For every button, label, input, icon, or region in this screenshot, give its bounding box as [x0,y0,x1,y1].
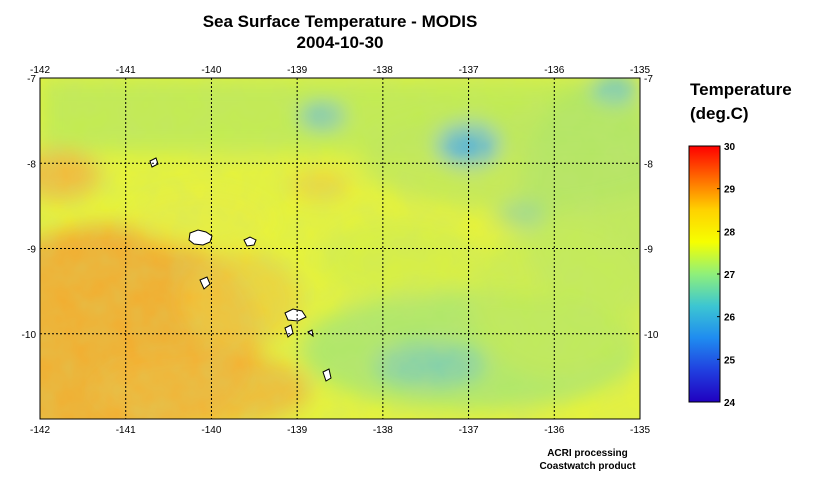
map-frame [39,77,641,420]
lat-tick-label-left: -8 [27,159,36,170]
lon-tick-label-top: -139 [287,65,307,76]
colorbar-tick-label: 24 [724,398,736,409]
lon-tick-label-top: -142 [30,65,50,76]
credit-processing: ACRI processing [547,448,628,459]
lon-tick-label-top: -140 [201,65,221,76]
lat-tick-label-right: -10 [644,330,659,341]
lon-tick-label-bottom: -139 [287,425,307,436]
lon-tick-label-top: -141 [116,65,136,76]
lon-tick-label-top: -135 [630,65,650,76]
lon-tick-label-bottom: -137 [459,425,479,436]
lon-tick-label-top: -138 [373,65,393,76]
gridlines [40,78,640,419]
map-date: 2004-10-30 [296,33,384,52]
lon-tick-label-bottom: -141 [116,425,136,436]
colorbar-tick-label: 29 [724,185,736,196]
sst-field [40,78,640,419]
colorbar-title: Temperature [690,80,792,99]
lon-tick-label-top: -137 [459,65,479,76]
islands [149,157,332,382]
lon-tick-label-bottom: -135 [630,425,650,436]
credit-product: Coastwatch product [539,461,636,472]
lat-tick-label-left: -7 [27,74,36,85]
lon-tick-label-bottom: -136 [544,425,564,436]
colorbar [688,145,721,403]
lon-tick-label-bottom: -140 [201,425,221,436]
colorbar-tick-label: 30 [724,142,736,153]
lat-tick-label-right: -9 [644,245,653,256]
lon-tick-label-bottom: -142 [30,425,50,436]
colorbar-tick-label: 25 [724,355,736,366]
lat-tick-label-right: -7 [644,74,653,85]
map-title: Sea Surface Temperature - MODIS [202,12,478,31]
lat-tick-label-right: -8 [644,159,653,170]
lon-tick-label-bottom: -138 [373,425,393,436]
colorbar-tick-label: 27 [724,270,736,281]
lon-tick-label-top: -136 [544,65,564,76]
lat-tick-label-left: -10 [22,330,37,341]
colorbar-tick-label: 26 [724,313,736,324]
colorbar-tick-label: 28 [724,227,736,238]
colorbar-unit: (deg.C) [690,104,749,123]
lat-tick-label-left: -9 [27,245,36,256]
